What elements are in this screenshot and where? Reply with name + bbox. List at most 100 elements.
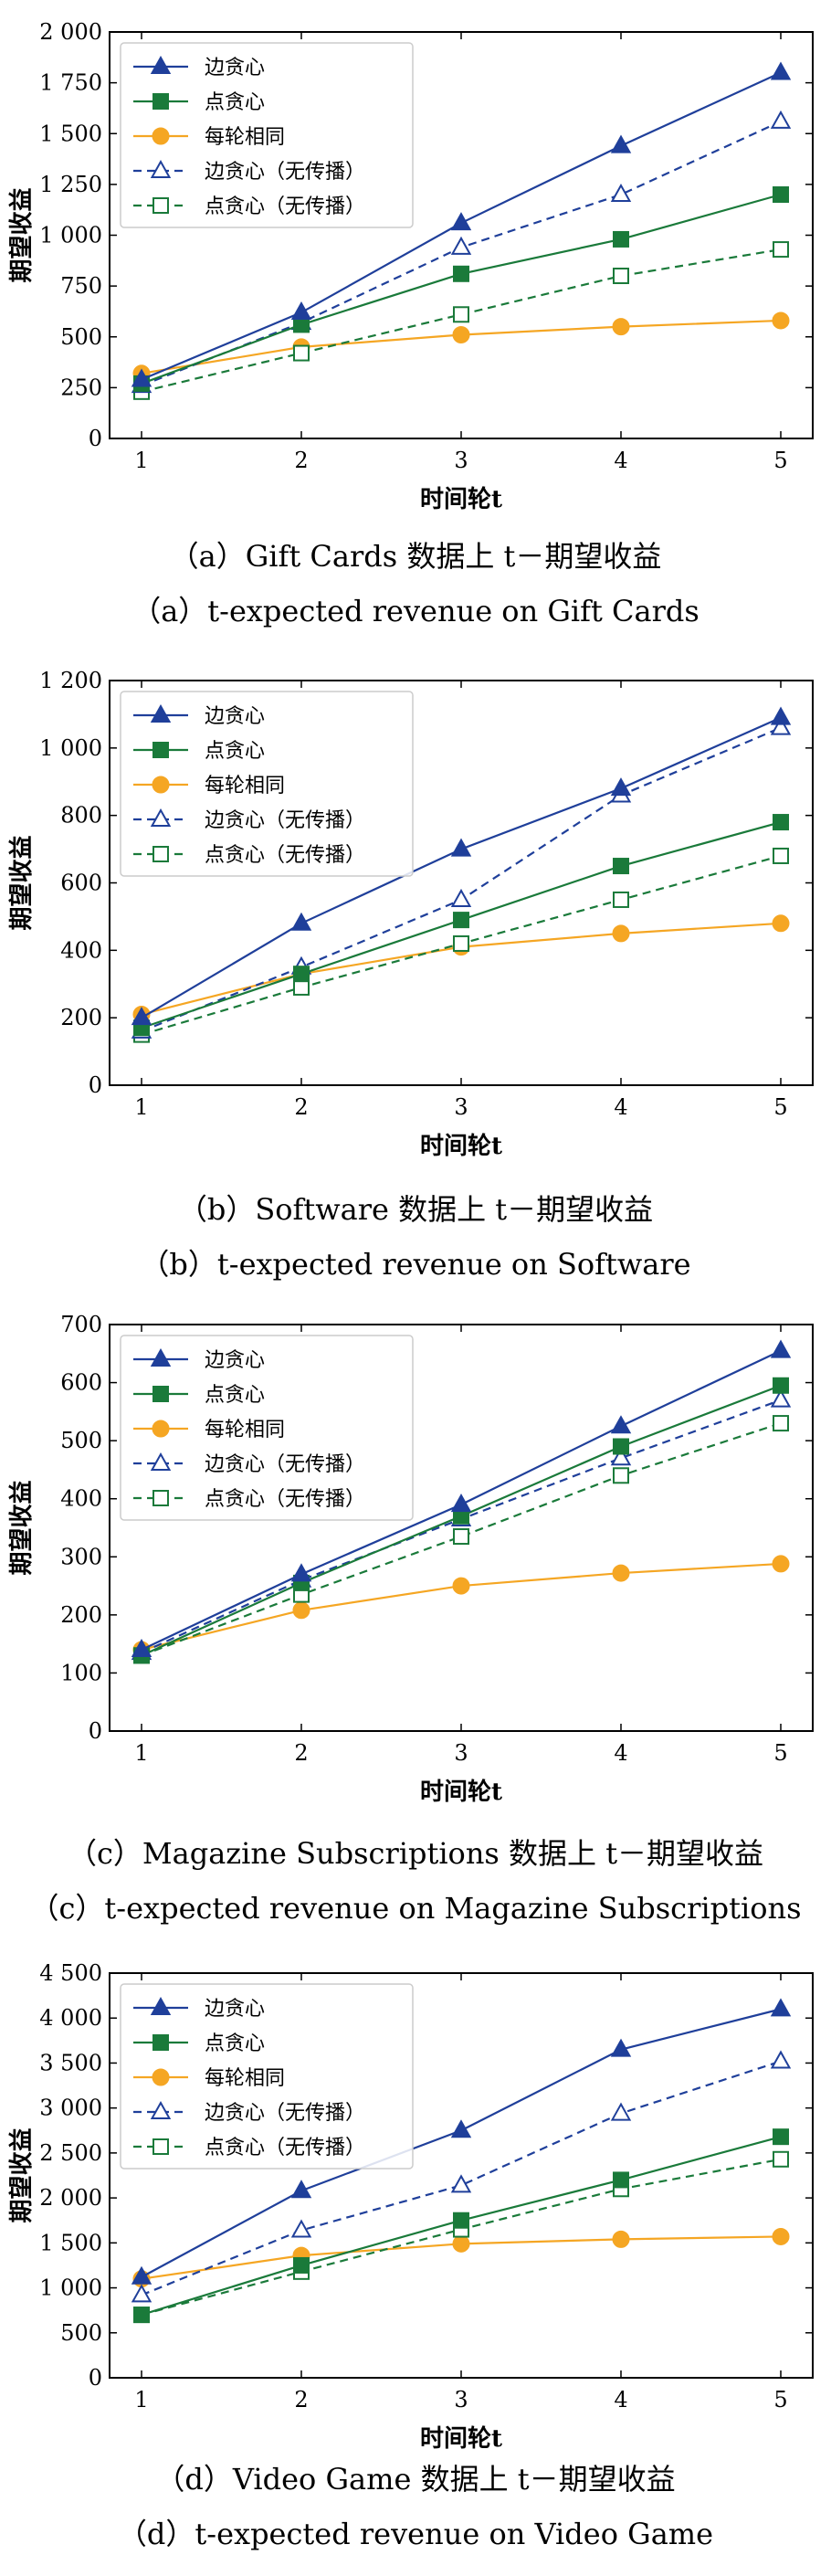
caption-chinese: （d）Video Game 数据上 t－期望收益 bbox=[155, 2462, 675, 2497]
data-point bbox=[770, 1998, 792, 2017]
data-point bbox=[131, 368, 153, 387]
data-point bbox=[773, 814, 789, 831]
series-edge_greedy bbox=[131, 706, 792, 1026]
legend-entry-label: 点贪心 bbox=[205, 91, 265, 114]
legend-swatch-marker bbox=[150, 1452, 172, 1471]
data-point bbox=[293, 2256, 310, 2274]
legend-entry-label: 边贪心 bbox=[205, 1998, 265, 2021]
caption-chinese: （a）Gift Cards 数据上 t－期望收益 bbox=[170, 539, 662, 574]
x-tick-label: 4 bbox=[614, 1740, 627, 1766]
chart-panel-3: 0 100 200 300 400 500 600 700 1 2 3 4 5 时间轮t 期望收益 边贪心点贪… bbox=[8, 1312, 814, 1926]
series-point_greedy bbox=[133, 2128, 789, 2324]
data-point bbox=[613, 268, 629, 284]
chart-panel-2: 0 200 400 600 800 1 000 1 200 1 2 3 4 5 时间轮t 期望收益 边贪心点… bbox=[8, 668, 814, 1282]
data-point bbox=[450, 2174, 472, 2193]
series-edge_greedy bbox=[131, 61, 792, 387]
data-point bbox=[453, 934, 469, 952]
data-point bbox=[450, 1494, 472, 1513]
x-tick-label: 1 bbox=[134, 2387, 148, 2412]
x-axis-label: 时间轮t bbox=[420, 2425, 502, 2453]
legend-swatch-marker bbox=[153, 93, 169, 110]
data-point bbox=[612, 318, 630, 336]
data-point bbox=[453, 265, 469, 282]
data-point bbox=[131, 2265, 153, 2285]
data-point bbox=[290, 301, 312, 321]
legend-swatch-marker bbox=[153, 1386, 169, 1402]
legend-swatch-marker bbox=[150, 703, 172, 723]
caption-chinese: （c）Magazine Subscriptions 数据上 t－期望收益 bbox=[68, 1836, 763, 1871]
legend-entry-label: 每轮相同 bbox=[205, 1419, 285, 1441]
data-point bbox=[293, 966, 310, 983]
legend-entry-label: 点贪心（无传播） bbox=[205, 195, 365, 218]
legend-swatch-marker bbox=[150, 55, 172, 74]
legend-entry-label: 边贪心 bbox=[205, 1349, 265, 1372]
legend-entry-label: 边贪心 bbox=[205, 57, 265, 79]
series-point_greedy_np bbox=[133, 847, 789, 1043]
y-tick-label: 600 bbox=[60, 1370, 102, 1396]
data-point bbox=[613, 1467, 629, 1484]
legend-entry-label: 点贪心 bbox=[205, 2032, 265, 2055]
chart-panel-4: 0 500 1 000 1 500 2 000 2 500 3 000 3 500 4 000 4… bbox=[8, 1960, 814, 2551]
y-axis-label: 期望收益 bbox=[8, 1480, 36, 1575]
y-tick-label: 1 000 bbox=[39, 735, 102, 761]
data-point bbox=[131, 1638, 153, 1657]
y-tick-label: 100 bbox=[60, 1660, 102, 1685]
data-point bbox=[453, 2212, 469, 2229]
series-uniform bbox=[132, 311, 790, 383]
data-point bbox=[610, 2038, 632, 2057]
data-point bbox=[613, 858, 629, 875]
data-point bbox=[773, 1415, 789, 1432]
x-tick-label: 1 bbox=[134, 1740, 148, 1766]
legend-swatch-marker bbox=[150, 1996, 172, 2015]
caption-english: （d）t-expected revenue on Video Game bbox=[118, 2517, 713, 2551]
caption-chinese: （b）Software 数据上 t－期望收益 bbox=[178, 1192, 653, 1227]
legend-box bbox=[120, 691, 414, 877]
y-tick-label: 500 bbox=[60, 1428, 102, 1453]
data-point bbox=[610, 777, 632, 797]
data-point bbox=[772, 311, 790, 330]
x-tick-label: 4 bbox=[614, 448, 627, 473]
legend-swatch-marker bbox=[150, 2100, 172, 2119]
x-tick-label: 3 bbox=[454, 448, 468, 473]
legend-entry-label: 边贪心（无传播） bbox=[205, 809, 365, 832]
x-tick-label: 2 bbox=[294, 448, 308, 473]
legend-entry-label: 点贪心 bbox=[205, 1384, 265, 1407]
data-point bbox=[770, 110, 792, 129]
data-point bbox=[773, 2150, 789, 2168]
y-tick-label: 0 bbox=[89, 1718, 102, 1744]
data-point bbox=[133, 2307, 150, 2324]
y-tick-label: 600 bbox=[60, 871, 102, 896]
x-tick-label: 1 bbox=[134, 1094, 148, 1120]
legend-swatch-marker bbox=[150, 808, 172, 827]
legend-entry-label: 点贪心（无传播） bbox=[205, 2137, 365, 2159]
caption-english: （a）t-expected revenue on Gift Cards bbox=[131, 594, 700, 628]
data-point bbox=[290, 912, 312, 931]
data-point bbox=[610, 1447, 632, 1466]
y-tick-label: 750 bbox=[60, 273, 102, 299]
series-line bbox=[141, 2060, 782, 2296]
data-point bbox=[613, 1438, 629, 1455]
data-point bbox=[452, 1577, 470, 1595]
x-tick-label: 4 bbox=[614, 1094, 627, 1120]
legend-entry-label: 每轮相同 bbox=[205, 775, 285, 797]
x-axis-label: 时间轮t bbox=[420, 1133, 502, 1160]
legend-box bbox=[120, 42, 414, 228]
legend-entry-label: 边贪心 bbox=[205, 705, 265, 728]
data-point bbox=[453, 306, 469, 323]
y-tick-label: 500 bbox=[60, 324, 102, 350]
legend-entry-label: 边贪心（无传播） bbox=[205, 161, 365, 184]
x-tick-label: 3 bbox=[454, 1094, 468, 1120]
data-point bbox=[612, 1564, 630, 1582]
y-tick-label: 300 bbox=[60, 1544, 102, 1569]
data-point bbox=[450, 212, 472, 231]
y-tick-label: 0 bbox=[89, 1072, 102, 1098]
y-tick-label: 1 000 bbox=[39, 2275, 102, 2301]
y-tick-label: 3 500 bbox=[39, 2050, 102, 2075]
data-point bbox=[773, 1377, 789, 1394]
y-tick-label: 500 bbox=[60, 2320, 102, 2346]
data-point bbox=[773, 241, 789, 259]
x-tick-label: 2 bbox=[294, 2387, 308, 2412]
